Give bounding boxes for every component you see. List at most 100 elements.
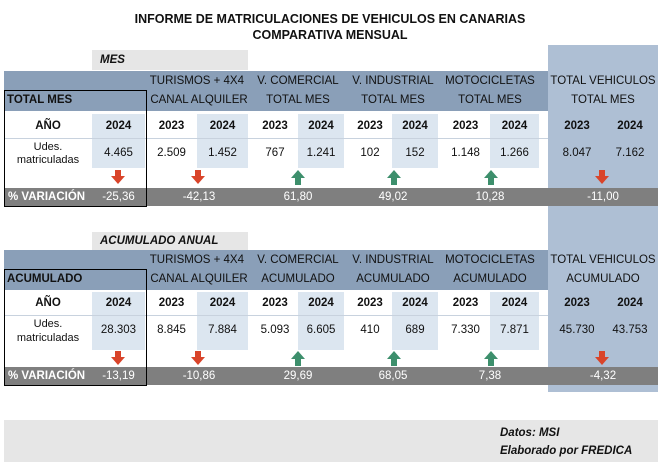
annual-moto-2024-cell — [490, 292, 539, 350]
total-column-background — [548, 45, 658, 392]
annual-moto-variation: 7,38 — [478, 370, 502, 382]
annual-vcom-year-2023: 2023 — [262, 297, 288, 309]
down-arrow-icon — [595, 170, 609, 185]
annual-vind-year-2024: 2024 — [402, 297, 428, 309]
annual-udes-label-1: Udes. — [33, 317, 63, 330]
monthly-turismos-year: 2024 — [105, 120, 132, 132]
annual-canal-variation: -10,86 — [182, 370, 216, 382]
monthly-turismos-2024-cell — [92, 114, 145, 168]
annual-variation-bar — [4, 367, 658, 385]
annual-section-label: ACUMULADO ANUAL — [100, 235, 219, 247]
annual-turismos-variation: -13,19 — [102, 370, 135, 382]
annual-vcom-2024-value: 6.605 — [306, 324, 336, 336]
monthly-moto-year-2023: 2023 — [452, 120, 479, 132]
annual-canal-2024-value: 7.884 — [208, 324, 237, 336]
monthly-vind-2024-cell — [392, 114, 438, 168]
annual-row-separator — [4, 315, 548, 316]
monthly-ano-label: AÑO — [35, 120, 61, 132]
annual-ano-label: AÑO — [35, 297, 61, 309]
monthly-section-tab — [92, 50, 248, 70]
annual-moto-year-2023: 2023 — [452, 297, 479, 309]
up-arrow-icon — [484, 170, 498, 185]
monthly-variation-bar — [4, 188, 658, 206]
monthly-total-header: TOTAL VEHICULOS — [550, 75, 656, 87]
annual-moto-year-2024: 2024 — [501, 297, 528, 309]
annual-vcom-2023-value: 5.093 — [260, 324, 290, 336]
down-arrow-icon — [191, 351, 205, 366]
monthly-vind-year-2024: 2024 — [402, 120, 428, 132]
monthly-total-mes-label: TOTAL MES — [7, 94, 73, 106]
annual-acumulado-label: ACUMULADO — [7, 273, 83, 285]
monthly-motos-header: MOTOCICLETAS — [445, 75, 535, 87]
monthly-moto-2024-cell — [490, 114, 539, 168]
monthly-canal-2024-value: 1.452 — [208, 147, 237, 159]
annual-turismos-year: 2024 — [105, 297, 132, 309]
monthly-vind-year-2023: 2023 — [357, 120, 383, 132]
up-arrow-icon — [387, 351, 401, 366]
annual-vind-variation: 68,05 — [378, 370, 408, 382]
monthly-canal-alquiler-label: CANAL ALQUILER — [150, 94, 248, 106]
monthly-canal-year-2023: 2023 — [158, 120, 185, 132]
annual-total-variation: -4,32 — [589, 370, 617, 382]
monthly-vind-2024-value: 152 — [405, 147, 425, 159]
monthly-vind-variation: 49,02 — [378, 191, 408, 203]
annual-vind-year-2023: 2023 — [357, 297, 383, 309]
monthly-vindustrial-header: V. INDUSTRIAL — [352, 75, 434, 87]
annual-variation-label: % VARIACIÓN — [8, 370, 86, 382]
up-arrow-icon — [291, 351, 305, 366]
monthly-moto-variation: 10,28 — [475, 191, 505, 203]
monthly-motos-sub: TOTAL MES — [458, 94, 522, 106]
monthly-variation-label: % VARIACIÓN — [8, 191, 86, 203]
annual-canal-2023-value: 8.845 — [157, 324, 186, 336]
monthly-vcom-variation: 61,80 — [283, 191, 313, 203]
monthly-canal-variation: -42,13 — [182, 191, 216, 203]
monthly-total-year-2023: 2023 — [564, 120, 590, 132]
monthly-moto-year-2024: 2024 — [501, 120, 528, 132]
report-title: INFORME DE MATRICULACIONES DE VEHICULOS … — [134, 12, 526, 26]
annual-section-tab — [92, 232, 248, 250]
annual-vind-2024-cell — [392, 292, 438, 350]
monthly-total-2023-value: 8.047 — [562, 147, 592, 159]
annual-total-2023-value: 45.730 — [559, 324, 595, 336]
annual-canal-2024-cell — [197, 292, 248, 350]
monthly-moto-2024-value: 1.266 — [500, 147, 529, 159]
annual-turismos-2024-cell — [92, 292, 145, 350]
up-arrow-icon — [484, 351, 498, 366]
up-arrow-icon — [387, 170, 401, 185]
monthly-total-variation: -11,00 — [587, 191, 619, 203]
report-subtitle: COMPARATIVA MENSUAL — [252, 28, 408, 42]
monthly-total-year-2024: 2024 — [617, 120, 643, 132]
annual-total-2024-value: 43.753 — [612, 324, 648, 336]
monthly-row-separator — [4, 138, 548, 139]
monthly-turismos-2024-value: 4.465 — [104, 147, 133, 159]
annual-turismos-header: TURISMOS + 4X4 — [149, 254, 244, 266]
monthly-vindustrial-sub: TOTAL MES — [361, 94, 425, 106]
annual-vind-2023-value: 410 — [360, 324, 380, 336]
annual-total-year-2023: 2023 — [564, 297, 590, 309]
monthly-section-label: MES — [100, 54, 125, 66]
footer-band — [4, 420, 658, 462]
annual-canal-alquiler-label: CANAL ALQUILER — [150, 273, 248, 285]
annual-motos-sub: ACUMULADO — [453, 273, 527, 285]
annual-vcom-2024-cell — [298, 292, 344, 350]
down-arrow-icon — [595, 351, 609, 366]
monthly-vcom-2024-value: 1.241 — [306, 147, 336, 159]
monthly-vind-2023-value: 102 — [360, 147, 380, 159]
monthly-vcom-year-2023: 2023 — [262, 120, 288, 132]
monthly-vcom-2023-value: 767 — [265, 147, 285, 159]
footer-datos: Datos: MSI — [500, 427, 560, 439]
monthly-total-sub: TOTAL MES — [571, 94, 635, 106]
monthly-vcomercial-header: V. COMERCIAL — [257, 75, 339, 87]
footer-elaborado: Elaborado por FREDICA — [500, 445, 633, 457]
annual-udes-label-2: matriculadas — [16, 331, 80, 344]
down-arrow-icon — [111, 351, 125, 366]
annual-moto-2023-value: 7.330 — [451, 324, 480, 336]
annual-vcom-variation: 29,69 — [283, 370, 313, 382]
monthly-total-2024-value: 7.162 — [615, 147, 645, 159]
monthly-vcomercial-sub: TOTAL MES — [266, 94, 330, 106]
annual-moto-2024-value: 7.871 — [500, 324, 529, 336]
monthly-udes-label-1: Udes. — [33, 141, 63, 153]
annual-vcom-year-2024: 2024 — [308, 297, 334, 309]
monthly-highlight-box — [4, 90, 147, 207]
annual-vcomercial-sub: ACUMULADO — [261, 273, 335, 285]
